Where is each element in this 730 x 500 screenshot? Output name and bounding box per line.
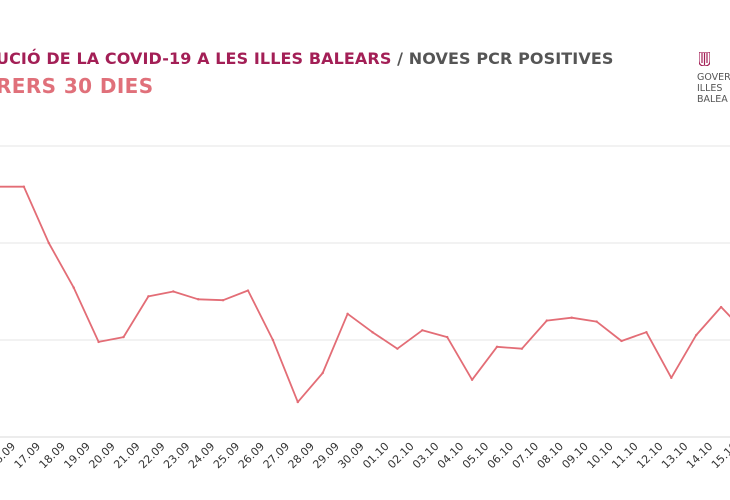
data-point xyxy=(172,290,175,293)
title-separator: / xyxy=(391,49,409,68)
title-sub: NOVES PCR POSITIVES xyxy=(408,49,614,68)
data-point xyxy=(72,286,75,289)
x-tick-label: 28.09 xyxy=(286,440,317,471)
x-tick-label: 27.09 xyxy=(261,440,292,471)
data-point xyxy=(620,339,623,343)
data-point xyxy=(221,299,225,302)
series-line xyxy=(0,185,730,404)
x-tick-label: 11.10 xyxy=(609,440,640,471)
data-point xyxy=(695,333,698,337)
x-tick-label: 01.10 xyxy=(360,440,391,471)
data-point xyxy=(520,347,524,350)
x-tick-label: 13.10 xyxy=(659,440,690,471)
data-point xyxy=(446,335,449,339)
data-point xyxy=(371,331,374,334)
x-tick-label: 03.10 xyxy=(410,440,441,471)
logo-text-line-3: BALEA xyxy=(697,94,728,105)
data-point xyxy=(22,185,26,188)
chart-subtitle: RERS 30 DIES xyxy=(0,74,154,98)
x-tick-label: 12.10 xyxy=(634,440,665,471)
logo-text-line-1: GOVER xyxy=(697,72,730,83)
x-tick-label: 02.10 xyxy=(385,440,416,471)
govern-logo: GOVER ILLES BALEA xyxy=(696,50,730,112)
data-point xyxy=(396,347,399,350)
x-tick-label: 09.10 xyxy=(559,440,590,471)
data-point xyxy=(545,319,548,322)
logo-text-line-2: ILLES xyxy=(697,83,723,94)
x-tick-label: 05.10 xyxy=(460,440,491,471)
x-tick-label: 21.09 xyxy=(111,440,142,471)
data-point xyxy=(719,305,723,309)
x-tick-label: 15.10 xyxy=(709,440,730,471)
data-point xyxy=(470,378,474,381)
x-tick-label: 19.09 xyxy=(61,440,92,471)
x-tick-label: 18.09 xyxy=(37,440,68,471)
x-tick-label: 30.09 xyxy=(335,440,366,471)
data-point xyxy=(595,320,598,323)
x-tick-label: 22.09 xyxy=(136,440,167,471)
data-point xyxy=(246,289,250,292)
data-point xyxy=(321,371,324,375)
data-point xyxy=(47,241,50,245)
data-point xyxy=(97,340,100,344)
x-tick-label: 07.10 xyxy=(510,440,541,471)
data-point xyxy=(271,338,275,342)
data-point xyxy=(570,316,573,319)
x-tick-label: 24.09 xyxy=(186,440,217,471)
data-point xyxy=(670,376,673,380)
data-point xyxy=(296,400,299,404)
x-tick-label: 26.09 xyxy=(236,440,267,471)
data-point xyxy=(346,312,349,316)
x-tick-label: 10.10 xyxy=(584,440,615,471)
x-tick-label: 04.10 xyxy=(435,440,466,471)
data-point xyxy=(122,335,125,339)
data-point xyxy=(421,329,424,332)
x-tick-label: 29.09 xyxy=(310,440,341,471)
data-point xyxy=(645,331,648,334)
data-point xyxy=(147,295,150,298)
chart-title: UCIÓ DE LA COVID-19 A LES ILLES BALEARS … xyxy=(0,49,614,68)
x-tick-label: 08.10 xyxy=(535,440,566,471)
x-tick-label: 14.10 xyxy=(684,440,715,471)
x-tick-label: 17.09 xyxy=(12,440,43,471)
data-point xyxy=(197,298,200,301)
x-tick-label: 23.09 xyxy=(161,440,192,471)
x-tick-label: 20.09 xyxy=(86,440,117,471)
x-tick-label: 06.10 xyxy=(485,440,516,471)
title-main: UCIÓ DE LA COVID-19 A LES ILLES BALEARS xyxy=(0,49,392,68)
x-tick-label: 25.09 xyxy=(211,440,242,471)
data-point xyxy=(495,345,499,348)
